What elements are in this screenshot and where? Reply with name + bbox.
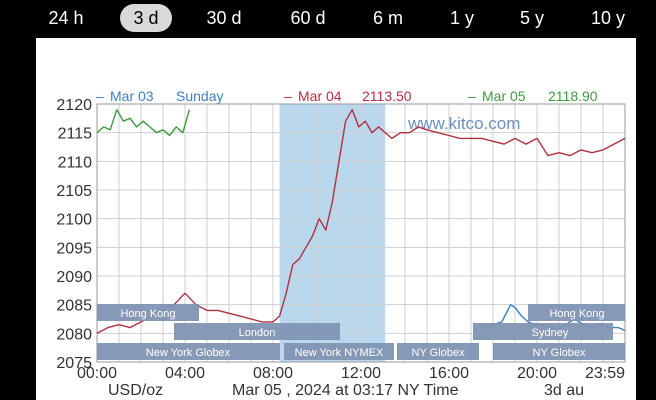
legend-marker-mar05: –: [468, 88, 476, 104]
series-line-mar-04: [96, 108, 626, 334]
x-tick-label: 08:00: [253, 365, 293, 382]
y-tick-label: 2075: [56, 355, 92, 372]
tab-6m[interactable]: 6 m: [372, 8, 403, 28]
session-bar-ny-globex-2: [397, 343, 479, 360]
y-tick-label: 2085: [56, 298, 92, 315]
x-tick-label: 04:00: [165, 365, 205, 382]
y-axis-ticks: 2075 2080 2085 2090 2095 2100 2105 2110 2115 2120: [56, 97, 92, 372]
legend-value-mar03: Sunday: [176, 88, 223, 104]
y-tick-label: 2120: [56, 97, 92, 114]
legend-date-mar03: Mar 03: [110, 88, 154, 104]
x-tick-label: 16:00: [429, 365, 469, 382]
y-tick-label: 2095: [56, 240, 92, 257]
nymex-session-highlight: [279, 104, 386, 362]
y-tick-label: 2080: [56, 326, 92, 343]
session-label-ny-nymex: New York NYMEX: [295, 347, 384, 359]
legend-value-mar04: 2113.50: [362, 88, 412, 104]
x-tick-label: 20:00: [517, 365, 557, 382]
time-range-tabs: 24 h 3 d 30 d 60 d 6 m 1 y 5 y 10 y: [0, 0, 656, 38]
tab-24h[interactable]: 24 h: [48, 8, 84, 28]
y-tick-label: 2105: [56, 183, 92, 200]
legend-value-mar05: 2118.90: [548, 88, 598, 104]
tab-1y[interactable]: 1 y: [449, 8, 474, 28]
session-label-ny-globex-3: NY Globex: [533, 347, 586, 359]
plot-frame: [96, 103, 626, 363]
tab-10y[interactable]: 10 y: [590, 8, 626, 28]
session-bars: Hong Kong Hong Kong London Sydney New Yo…: [97, 304, 625, 360]
legend-marker-mar03: –: [96, 88, 104, 104]
session-bar-ny-globex-1: [97, 343, 280, 360]
tab-5y[interactable]: 5 y: [519, 8, 544, 28]
y-tick-label: 2100: [56, 212, 92, 229]
x-tick-label: 00:00: [77, 365, 117, 382]
x-tick-label: 12:00: [341, 365, 381, 382]
y-tick-label: 2110: [58, 154, 93, 171]
session-bar-london: [174, 323, 340, 340]
session-label-sydney: Sydney: [532, 327, 569, 339]
session-label-hong-kong-2: Hong Kong: [549, 308, 604, 320]
session-bar-ny-nymex: [284, 343, 394, 360]
legend-marker-mar04: –: [284, 88, 292, 104]
range-label: 3d au: [544, 382, 584, 399]
session-bar-ny-globex-3: [493, 343, 625, 360]
session-bar-hong-kong-1: [97, 304, 199, 321]
tab-60d[interactable]: 60 d: [290, 8, 326, 28]
timestamp-label: Mar 05 , 2024 at 03:17 NY Time: [232, 382, 459, 399]
y-tick-label: 2090: [56, 269, 92, 286]
legend-date-mar05: Mar 05: [482, 88, 526, 104]
session-bar-hong-kong-2: [528, 304, 625, 321]
tab-3d[interactable]: 3 d: [120, 4, 172, 32]
session-label-ny-globex-1: New York Globex: [146, 347, 231, 359]
session-label-london: London: [239, 327, 276, 339]
session-label-hong-kong-1: Hong Kong: [120, 308, 175, 320]
session-bar-sydney: [473, 323, 613, 340]
x-tick-label: 23:59: [585, 365, 625, 382]
unit-label: USD/oz: [108, 382, 163, 399]
series-line-mar-05: [96, 108, 191, 137]
session-label-ny-globex-2: NY Globex: [412, 347, 465, 359]
legend: – Mar 03 Sunday – Mar 04 2113.50 – Mar 0…: [96, 88, 598, 104]
tab-30d[interactable]: 30 d: [206, 8, 242, 28]
legend-date-mar04: Mar 04: [298, 88, 342, 104]
y-tick-label: 2115: [58, 126, 93, 143]
x-axis-ticks: 00:00 04:00 08:00 12:00 16:00 20:00 23:59: [77, 365, 625, 382]
watermark: www.kitco.com: [407, 114, 520, 133]
